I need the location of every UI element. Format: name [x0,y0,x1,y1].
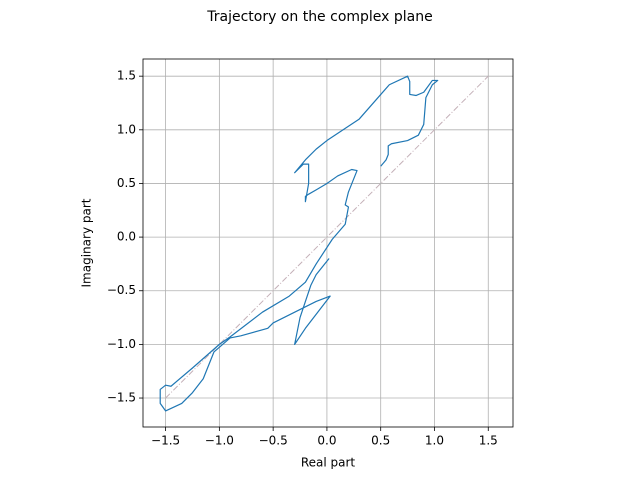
x-tick-label: −1.0 [205,434,234,448]
plot-frame [142,58,514,428]
y-tick-label: 1.5 [117,69,136,83]
y-tick-label: 0.5 [117,176,136,190]
x-tick-label: 0.5 [371,434,390,448]
trajectory-line [159,75,439,412]
y-tick-label: −1.0 [107,337,136,351]
x-tick-label: 1.5 [479,434,498,448]
reference-line [165,75,489,399]
y-tick-label: −1.5 [107,391,136,405]
x-tick-label: 1.0 [425,434,444,448]
x-tick-label: 0.0 [317,434,336,448]
y-tick-label: 1.0 [117,122,136,136]
y-tick-label: 0.0 [117,230,136,244]
x-tick-label: −1.5 [151,434,180,448]
x-axis-label: Real part [301,456,356,470]
x-tick-label: −0.5 [259,434,288,448]
chart-title: Trajectory on the complex plane [206,9,433,25]
y-axis-label: Imaginary part [80,198,94,287]
y-tick-label: −0.5 [107,283,136,297]
